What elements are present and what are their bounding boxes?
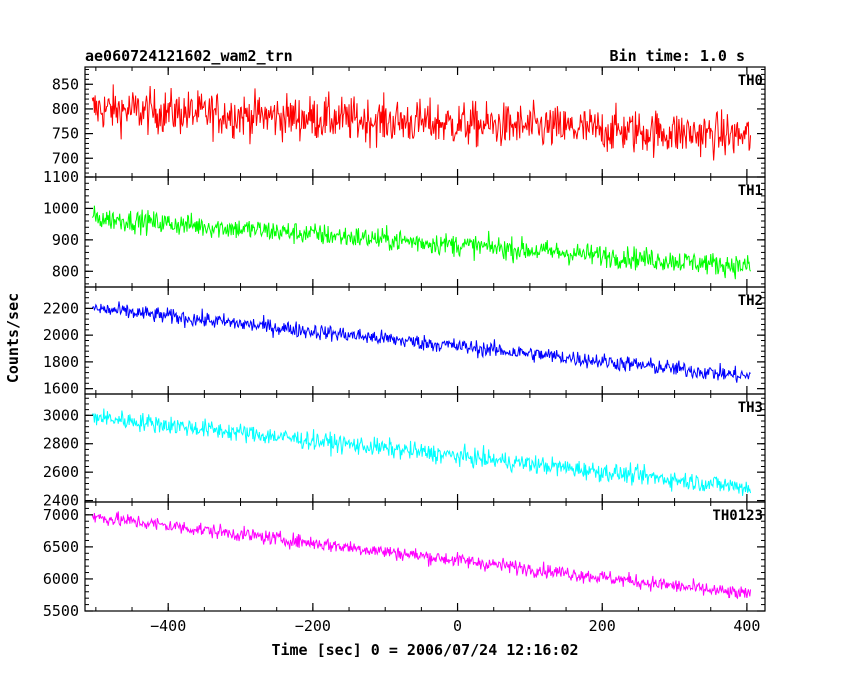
panel-th0: 700 750 800 850 TH0 bbox=[52, 66, 766, 178]
y-tick-label: 7000 bbox=[43, 506, 79, 524]
y-tick-label: 1000 bbox=[43, 199, 79, 217]
panel-th1: 800 900 1000 1100 TH1 bbox=[43, 168, 766, 288]
y-tick-label: 6000 bbox=[43, 570, 79, 588]
x-tick-label: 0 bbox=[453, 617, 462, 635]
panels-group: 700 750 800 850 TH0 800 900 1000 1100 TH1 1600 1800… bbox=[43, 66, 766, 620]
y-tick-label: 800 bbox=[52, 262, 79, 280]
panel-label-th0123: TH0123 bbox=[712, 508, 763, 524]
series-line-th1 bbox=[91, 205, 751, 280]
series-line-th2 bbox=[91, 301, 751, 383]
panel-th0123: 5500 6000 6500 7000 TH0123 bbox=[43, 501, 766, 620]
y-tick-label: 1600 bbox=[43, 380, 79, 398]
y-tick-label: 3000 bbox=[43, 406, 79, 424]
panel-th3: 2400 2600 2800 3000 TH3 bbox=[43, 393, 766, 510]
panel-th2: 1600 1800 2000 2200 TH2 bbox=[43, 286, 766, 398]
y-axis-title: Counts/sec bbox=[4, 293, 22, 383]
y-tick-label: 700 bbox=[52, 149, 79, 167]
bin-time-label: Bin time: 1.0 s bbox=[610, 47, 745, 65]
panel-frame bbox=[84, 501, 766, 612]
y-tick-label: 800 bbox=[52, 100, 79, 118]
y-tick-label: 900 bbox=[52, 231, 79, 249]
panel-label-th0: TH0 bbox=[738, 73, 763, 89]
x-tick-label: 200 bbox=[589, 617, 616, 635]
y-tick-label: 1800 bbox=[43, 353, 79, 371]
x-axis: −400 −200 0 200 400 bbox=[150, 617, 760, 635]
x-tick-label: 400 bbox=[733, 617, 760, 635]
y-tick-label: 2800 bbox=[43, 435, 79, 453]
plot-title: ae060724121602_wam2_trn bbox=[85, 47, 293, 65]
x-tick-label: −200 bbox=[295, 617, 331, 635]
y-tick-label: 2000 bbox=[43, 326, 79, 344]
x-axis-title: Time [sec] 0 = 2006/07/24 12:16:02 bbox=[271, 641, 578, 659]
y-tick-label: 5500 bbox=[43, 602, 79, 620]
y-tick-label: 2400 bbox=[43, 492, 79, 510]
y-tick-label: 850 bbox=[52, 75, 79, 93]
series-line-th3 bbox=[91, 408, 752, 496]
y-tick-label: 6500 bbox=[43, 538, 79, 556]
x-tick-label: −400 bbox=[150, 617, 186, 635]
panel-label-th2: TH2 bbox=[738, 293, 763, 309]
panel-label-th3: TH3 bbox=[738, 400, 763, 416]
y-tick-label: 2600 bbox=[43, 463, 79, 481]
series-line-th0123 bbox=[91, 511, 752, 600]
series-line-th0 bbox=[91, 84, 752, 161]
y-tick-label: 1100 bbox=[43, 168, 79, 186]
panel-label-th1: TH1 bbox=[738, 183, 763, 199]
y-tick-label: 750 bbox=[52, 125, 79, 143]
panel-frame bbox=[84, 176, 766, 288]
y-tick-label: 2200 bbox=[43, 299, 79, 317]
